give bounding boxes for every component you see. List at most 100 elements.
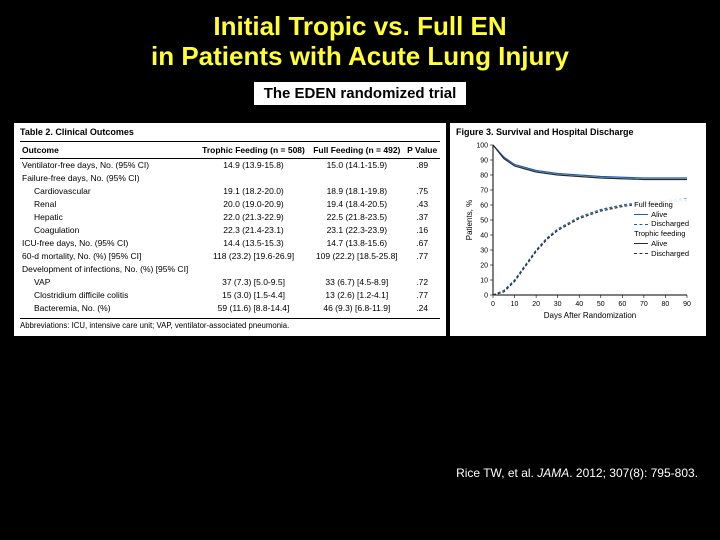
row-value: 19.4 (18.4-20.5) <box>309 198 404 211</box>
svg-text:100: 100 <box>476 142 488 149</box>
citation: Rice TW, et al. JAMA. 2012; 307(8): 795-… <box>456 466 698 480</box>
table-body: Ventilator-free days, No. (95% CI)14.9 (… <box>20 158 440 315</box>
row-value: 22.5 (21.8-23.5) <box>309 211 404 224</box>
outcomes-table: Outcome Trophic Feeding (n = 508) Full F… <box>20 141 440 315</box>
svg-text:50: 50 <box>597 301 605 308</box>
row-value: 118 (23.2) [19.6-26.9] <box>198 250 309 263</box>
table-caption: Table 2. Clinical Outcomes <box>20 127 440 137</box>
citation-rest: . 2012; 307(8): 795-803. <box>569 466 698 480</box>
svg-text:10: 10 <box>480 277 488 284</box>
row-label: Hepatic <box>20 211 198 224</box>
svg-text:30: 30 <box>554 301 562 308</box>
svg-text:Patients, %: Patients, % <box>465 200 474 240</box>
row-value <box>198 263 309 276</box>
row-value: 37 (7.3) [5.0-9.5] <box>198 276 309 289</box>
table-row: Cardiovascular19.1 (18.2-20.0)18.9 (18.1… <box>20 185 440 198</box>
subtitle-box: The EDEN randomized trial <box>254 82 467 105</box>
col-trophic: Trophic Feeding (n = 508) <box>198 141 309 158</box>
row-value: .43 <box>404 198 440 211</box>
row-value: 14.9 (13.9-15.8) <box>198 158 309 172</box>
row-label: Coagulation <box>20 224 198 237</box>
row-label: ICU-free days, No. (95% CI) <box>20 237 198 250</box>
svg-text:40: 40 <box>575 301 583 308</box>
row-label: Failure-free days, No. (95% CI) <box>20 172 198 185</box>
row-label: Cardiovascular <box>20 185 198 198</box>
svg-text:70: 70 <box>640 301 648 308</box>
row-value: 14.7 (13.8-15.6) <box>309 237 404 250</box>
citation-author: Rice TW, et al. <box>456 466 537 480</box>
svg-text:Days After Randomization: Days After Randomization <box>544 311 637 320</box>
legend-item: Alive <box>634 239 689 249</box>
svg-text:20: 20 <box>480 262 488 269</box>
table-row: Hepatic22.0 (21.3-22.9)22.5 (21.8-23.5).… <box>20 211 440 224</box>
chart-caption: Figure 3. Survival and Hospital Discharg… <box>456 127 700 137</box>
row-value: 22.0 (21.3-22.9) <box>198 211 309 224</box>
svg-text:70: 70 <box>480 187 488 194</box>
legend-item: Discharged <box>634 249 689 259</box>
row-label: Ventilator-free days, No. (95% CI) <box>20 158 198 172</box>
row-value: 19.1 (18.2-20.0) <box>198 185 309 198</box>
row-value: 15.0 (14.1-15.9) <box>309 158 404 172</box>
row-value <box>309 263 404 276</box>
outcomes-table-panel: Table 2. Clinical Outcomes Outcome Troph… <box>14 123 446 336</box>
row-value <box>404 172 440 185</box>
svg-text:20: 20 <box>532 301 540 308</box>
row-label: 60-d mortality, No. (%) [95% CI] <box>20 250 198 263</box>
row-value: 13 (2.6) [1.2-4.1] <box>309 289 404 302</box>
row-value <box>404 263 440 276</box>
svg-text:50: 50 <box>480 217 488 224</box>
row-value: .37 <box>404 211 440 224</box>
table-row: Development of infections, No. (%) [95% … <box>20 263 440 276</box>
table-row: ICU-free days, No. (95% CI)14.4 (13.5-15… <box>20 237 440 250</box>
legend-label: Discharged <box>651 249 689 259</box>
chart-legend: Full feedingAliveDischargedTrophic feedi… <box>632 199 691 260</box>
content-row: Table 2. Clinical Outcomes Outcome Troph… <box>14 123 706 336</box>
table-row: Renal20.0 (19.0-20.9)19.4 (18.4-20.5).43 <box>20 198 440 211</box>
row-value: 22.3 (21.4-23.1) <box>198 224 309 237</box>
row-value: 20.0 (19.0-20.9) <box>198 198 309 211</box>
row-value: 15 (3.0) [1.5-4.4] <box>198 289 309 302</box>
row-value: .75 <box>404 185 440 198</box>
slide-title-block: Initial Tropic vs. Full EN in Patients w… <box>0 0 720 105</box>
legend-item: Alive <box>634 210 689 220</box>
legend-group-title: Full feeding <box>634 200 689 210</box>
row-value <box>309 172 404 185</box>
row-label: Renal <box>20 198 198 211</box>
table-row: Failure-free days, No. (95% CI) <box>20 172 440 185</box>
row-value <box>198 172 309 185</box>
legend-swatch <box>634 243 648 244</box>
legend-label: Discharged <box>651 219 689 229</box>
svg-text:90: 90 <box>480 157 488 164</box>
col-outcome: Outcome <box>20 141 198 158</box>
svg-text:60: 60 <box>480 202 488 209</box>
row-value: .77 <box>404 289 440 302</box>
row-value: 59 (11.6) [8.8-14.4] <box>198 302 309 315</box>
svg-text:80: 80 <box>662 301 670 308</box>
row-label: Bacteremia, No. (%) <box>20 302 198 315</box>
row-value: 14.4 (13.5-15.3) <box>198 237 309 250</box>
legend-swatch <box>634 214 648 215</box>
row-value: 109 (22.2) [18.5-25.8] <box>309 250 404 263</box>
row-value: .67 <box>404 237 440 250</box>
table-row: 60-d mortality, No. (%) [95% CI]118 (23.… <box>20 250 440 263</box>
svg-text:80: 80 <box>480 172 488 179</box>
row-label: Clostridium difficile colitis <box>20 289 198 302</box>
row-value: 18.9 (18.1-19.8) <box>309 185 404 198</box>
table-abbrev: Abbreviations: ICU, intensive care unit;… <box>20 318 440 330</box>
col-full: Full Feeding (n = 492) <box>309 141 404 158</box>
title-line-1: Initial Tropic vs. Full EN <box>0 12 720 42</box>
row-value: .24 <box>404 302 440 315</box>
table-row: Clostridium difficile colitis15 (3.0) [1… <box>20 289 440 302</box>
table-row: Ventilator-free days, No. (95% CI)14.9 (… <box>20 158 440 172</box>
legend-label: Alive <box>651 210 667 220</box>
table-row: Bacteremia, No. (%)59 (11.6) [8.8-14.4]4… <box>20 302 440 315</box>
row-label: VAP <box>20 276 198 289</box>
svg-text:10: 10 <box>511 301 519 308</box>
legend-group-title: Trophic feeding <box>634 229 689 239</box>
svg-text:90: 90 <box>683 301 691 308</box>
row-value: .77 <box>404 250 440 263</box>
svg-text:40: 40 <box>480 232 488 239</box>
row-value: 46 (9.3) [6.8-11.9] <box>309 302 404 315</box>
svg-text:30: 30 <box>480 247 488 254</box>
svg-text:60: 60 <box>618 301 626 308</box>
